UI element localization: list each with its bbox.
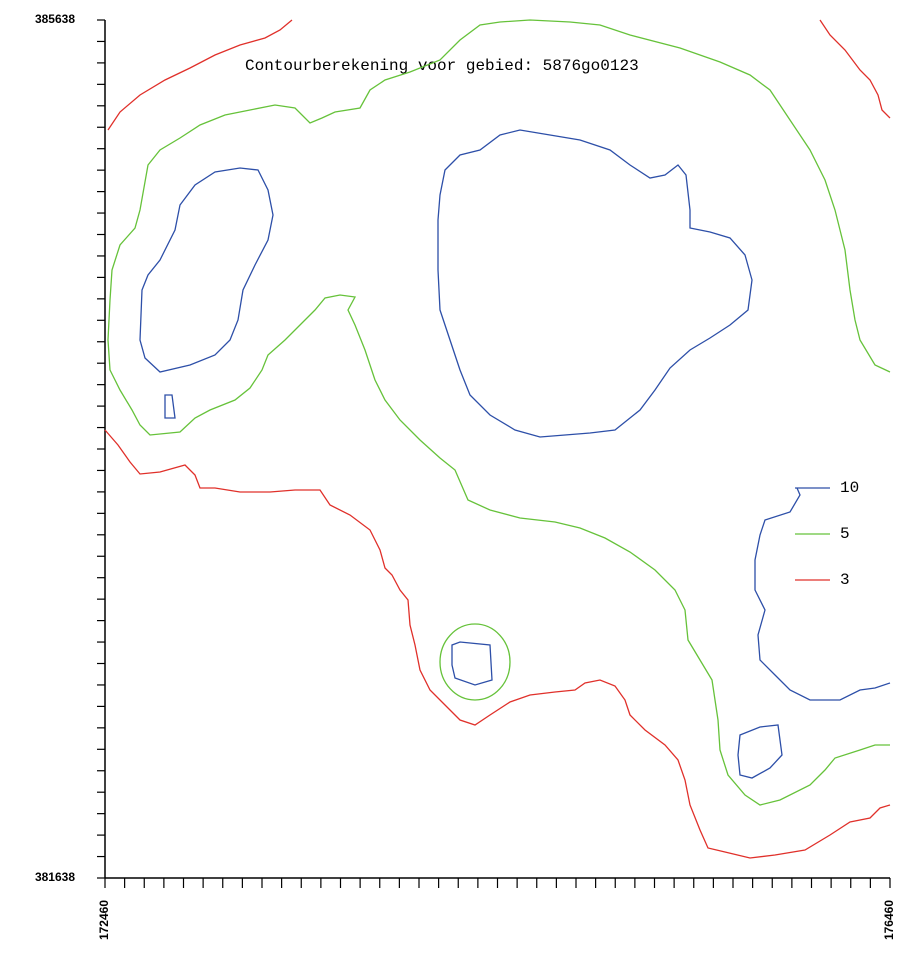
contour-line (107, 19, 891, 806)
chart-title: Contourberekening voor gebied: 5876go012… (245, 57, 639, 75)
contour-line (439, 623, 511, 701)
legend-label: 3 (840, 571, 850, 589)
contour-line (107, 19, 293, 131)
contour-line (164, 394, 176, 419)
contours (104, 19, 891, 859)
y-tick-label: 385638 (35, 12, 75, 26)
contour-line (104, 429, 891, 859)
contour-line (451, 641, 493, 686)
y-tick-label: 381638 (35, 870, 75, 884)
contour-line (139, 167, 274, 373)
contour-line (819, 19, 891, 119)
contour-line (737, 724, 783, 779)
x-tick-label: 176460 (882, 900, 896, 940)
x-tick-label: 172460 (97, 900, 111, 940)
contour-line (437, 129, 753, 438)
legend-label: 5 (840, 525, 850, 543)
legend-label: 10 (840, 479, 859, 497)
contour-line (754, 487, 891, 701)
